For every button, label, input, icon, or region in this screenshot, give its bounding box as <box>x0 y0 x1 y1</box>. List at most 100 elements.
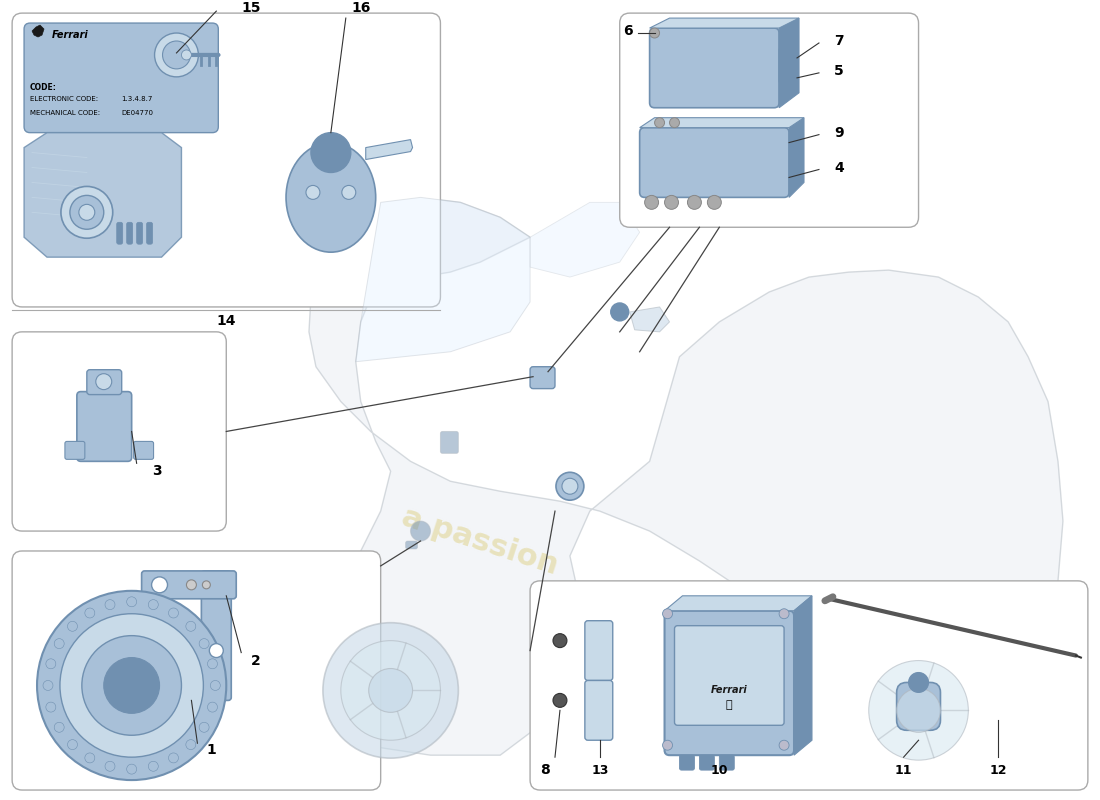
FancyBboxPatch shape <box>12 13 440 307</box>
Circle shape <box>664 195 679 210</box>
Circle shape <box>909 673 928 693</box>
Circle shape <box>81 636 182 735</box>
Circle shape <box>779 609 789 618</box>
FancyBboxPatch shape <box>77 392 132 462</box>
Circle shape <box>37 591 227 780</box>
Polygon shape <box>32 25 44 37</box>
Text: DE04770: DE04770 <box>122 110 154 116</box>
Text: 1: 1 <box>207 743 217 757</box>
FancyBboxPatch shape <box>639 128 789 198</box>
Polygon shape <box>530 202 639 277</box>
Circle shape <box>650 28 660 38</box>
Circle shape <box>553 694 566 707</box>
Circle shape <box>610 303 629 321</box>
Circle shape <box>202 581 210 589</box>
Text: 13: 13 <box>591 764 608 777</box>
Circle shape <box>103 658 160 714</box>
FancyBboxPatch shape <box>530 366 556 389</box>
Circle shape <box>79 204 95 220</box>
Circle shape <box>168 753 178 763</box>
Circle shape <box>85 608 95 618</box>
Circle shape <box>67 740 77 750</box>
Text: 🐴: 🐴 <box>726 700 733 710</box>
Circle shape <box>662 740 672 750</box>
FancyBboxPatch shape <box>674 626 784 726</box>
Polygon shape <box>309 198 1063 755</box>
Circle shape <box>59 614 204 757</box>
Circle shape <box>896 689 940 732</box>
Circle shape <box>199 638 209 649</box>
Circle shape <box>163 41 190 69</box>
Circle shape <box>152 577 167 593</box>
Text: 3: 3 <box>152 464 162 478</box>
Circle shape <box>186 622 196 631</box>
Circle shape <box>209 644 223 658</box>
Polygon shape <box>365 140 412 159</box>
Text: 9: 9 <box>834 126 844 140</box>
FancyBboxPatch shape <box>136 222 143 244</box>
FancyBboxPatch shape <box>146 222 153 244</box>
Circle shape <box>70 195 103 230</box>
Circle shape <box>96 374 112 390</box>
Polygon shape <box>639 118 804 128</box>
FancyBboxPatch shape <box>126 222 133 244</box>
Circle shape <box>54 722 64 732</box>
Circle shape <box>54 638 64 649</box>
Circle shape <box>46 702 56 712</box>
Text: 12: 12 <box>990 764 1006 777</box>
FancyBboxPatch shape <box>530 581 1088 790</box>
Circle shape <box>779 740 789 750</box>
Text: 6: 6 <box>623 24 632 38</box>
Circle shape <box>148 600 158 610</box>
Polygon shape <box>789 118 804 198</box>
Circle shape <box>126 764 136 774</box>
Circle shape <box>104 600 116 610</box>
Circle shape <box>46 659 56 669</box>
Circle shape <box>342 186 355 199</box>
FancyBboxPatch shape <box>406 541 418 549</box>
FancyBboxPatch shape <box>619 13 918 227</box>
Circle shape <box>662 609 672 618</box>
FancyBboxPatch shape <box>719 755 735 770</box>
Circle shape <box>186 740 196 750</box>
FancyBboxPatch shape <box>201 571 231 700</box>
Text: 1.3.4.8.7: 1.3.4.8.7 <box>122 96 153 102</box>
FancyBboxPatch shape <box>117 222 123 244</box>
Circle shape <box>556 472 584 500</box>
FancyBboxPatch shape <box>65 442 85 459</box>
Text: a passion: a passion <box>398 502 562 580</box>
Text: Ferrari: Ferrari <box>711 686 748 695</box>
Text: 4: 4 <box>834 161 844 174</box>
FancyBboxPatch shape <box>896 682 940 730</box>
Polygon shape <box>355 198 530 362</box>
Circle shape <box>85 753 95 763</box>
Circle shape <box>104 762 116 771</box>
Circle shape <box>208 659 218 669</box>
Text: 14: 14 <box>217 314 236 328</box>
FancyBboxPatch shape <box>650 28 779 108</box>
Polygon shape <box>779 18 799 108</box>
FancyBboxPatch shape <box>585 681 613 740</box>
Circle shape <box>553 634 566 648</box>
Polygon shape <box>664 596 812 610</box>
FancyBboxPatch shape <box>700 755 714 770</box>
FancyBboxPatch shape <box>680 755 694 770</box>
Circle shape <box>210 681 220 690</box>
Circle shape <box>155 33 198 77</box>
Text: 15: 15 <box>241 1 261 15</box>
Circle shape <box>306 186 320 199</box>
FancyBboxPatch shape <box>779 48 798 83</box>
FancyBboxPatch shape <box>12 332 227 531</box>
Circle shape <box>645 195 659 210</box>
Text: 10: 10 <box>711 764 728 777</box>
Text: 2: 2 <box>251 654 261 667</box>
Text: CODE:: CODE: <box>30 83 57 92</box>
Text: 8: 8 <box>540 763 550 777</box>
Circle shape <box>199 722 209 732</box>
FancyBboxPatch shape <box>142 571 236 598</box>
Text: 11: 11 <box>895 764 912 777</box>
Circle shape <box>182 50 191 60</box>
Circle shape <box>60 186 112 238</box>
Circle shape <box>168 608 178 618</box>
Circle shape <box>850 642 987 778</box>
